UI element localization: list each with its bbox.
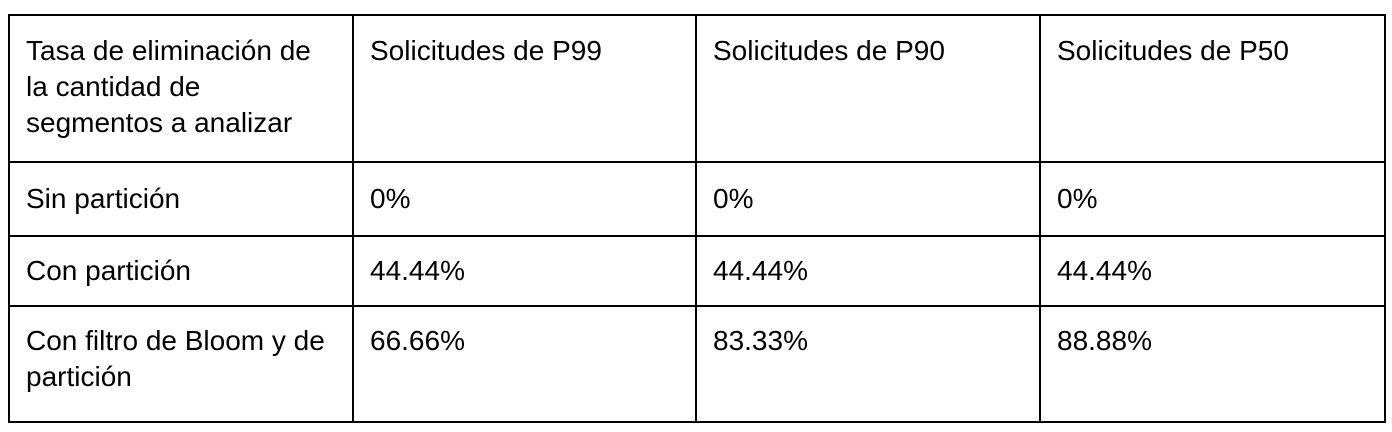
data-table: Tasa de eliminación de la cantidad de se… [8,14,1386,423]
value-cell-p90: 83.33% [695,305,1041,423]
value-cell-p90: 0% [695,161,1041,237]
value-cell-p50: 0% [1039,161,1386,237]
header-cell-p50: Solicitudes de P50 [1039,14,1386,163]
header-cell-p99: Solicitudes de P99 [352,14,697,163]
table-header-row: Tasa de eliminación de la cantidad de se… [8,14,1386,163]
value-cell-p50: 88.88% [1039,305,1386,423]
value-cell-p90: 44.44% [695,235,1041,307]
value-cell-p99: 0% [352,161,697,237]
value-cell-p50: 44.44% [1039,235,1386,307]
row-label-cell: Sin partición [8,161,354,237]
header-cell-p90: Solicitudes de P90 [695,14,1041,163]
row-label-cell: Con filtro de Bloom y de partición [8,305,354,423]
value-cell-p99: 66.66% [352,305,697,423]
row-label-cell: Con partición [8,235,354,307]
table-row: Con partición 44.44% 44.44% 44.44% [8,235,1386,307]
table-row: Con filtro de Bloom y de partición 66.66… [8,305,1386,423]
header-cell-metric: Tasa de eliminación de la cantidad de se… [8,14,354,163]
table-row: Sin partición 0% 0% 0% [8,161,1386,237]
value-cell-p99: 44.44% [352,235,697,307]
